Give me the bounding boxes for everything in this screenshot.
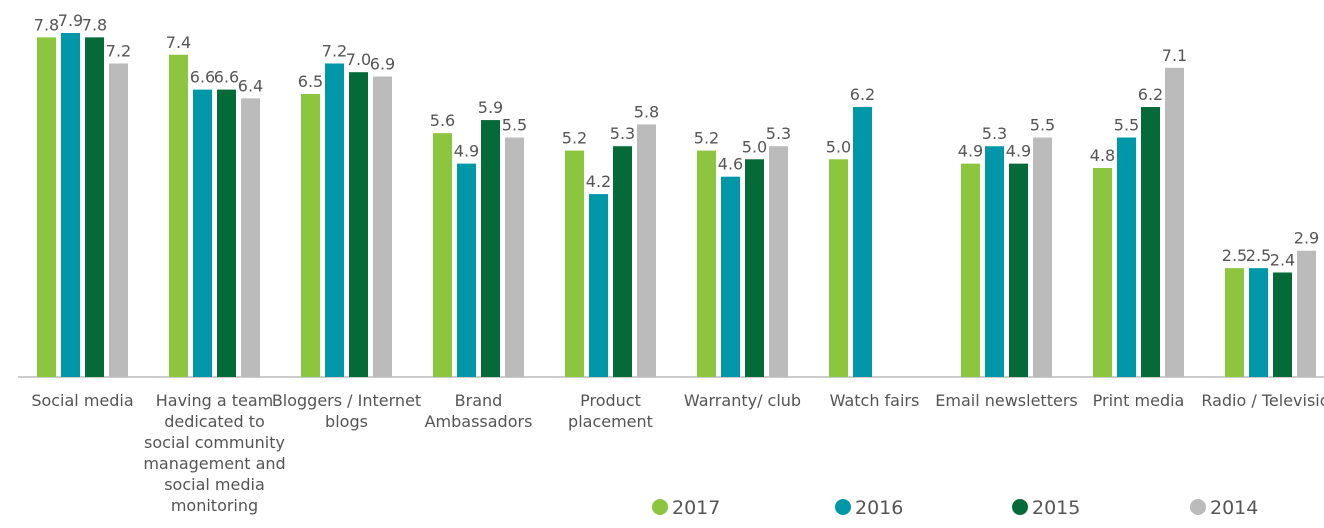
legend-marker (652, 499, 668, 515)
data-label: 4.9 (958, 142, 983, 161)
bar (589, 194, 608, 377)
data-label: 6.6 (214, 68, 239, 87)
x-tick-label: Having a team dedicated to social commun… (143, 391, 286, 515)
data-label: 2.9 (1294, 229, 1319, 248)
x-tick-label: Radio / Television (1201, 391, 1324, 410)
bar (985, 146, 1004, 377)
bar (769, 146, 788, 377)
bar (85, 37, 104, 377)
data-label: 5.5 (1030, 116, 1055, 135)
bar (169, 54, 188, 377)
bar (1117, 137, 1136, 377)
data-label: 7.9 (58, 11, 83, 30)
data-label: 6.2 (1138, 85, 1163, 104)
data-label: 5.6 (430, 111, 455, 130)
bar (241, 98, 260, 377)
data-label: 7.0 (346, 50, 371, 69)
bar (853, 107, 872, 377)
data-label: 6.6 (190, 68, 215, 87)
bar (637, 124, 656, 377)
data-label: 5.5 (1114, 116, 1139, 135)
bar (217, 89, 236, 377)
data-label: 7.1 (1162, 46, 1187, 65)
bar (961, 163, 980, 377)
x-tick-label: Warranty/ club (683, 391, 802, 410)
bar (745, 159, 764, 377)
bar (1225, 268, 1244, 377)
legend-label: 2017 (672, 497, 720, 519)
data-label: 6.5 (298, 72, 323, 91)
data-label: 5.2 (694, 129, 719, 148)
bar (1165, 67, 1184, 377)
data-label: 5.5 (502, 116, 527, 135)
x-tick-label: Watch fairs (829, 391, 920, 410)
legend-marker (1190, 499, 1206, 515)
bar (481, 120, 500, 377)
x-tick-label: Email newsletters (935, 391, 1078, 410)
data-label: 5.0 (826, 137, 851, 156)
bar (1009, 163, 1028, 377)
data-label: 5.3 (982, 124, 1007, 143)
x-tick-label: Product placement (568, 391, 653, 431)
bar (1093, 167, 1112, 377)
data-label: 5.9 (478, 98, 503, 117)
bar (457, 163, 476, 377)
legend-label: 2015 (1032, 497, 1080, 519)
legend-marker (835, 499, 851, 515)
data-label: 5.0 (742, 137, 767, 156)
bar (349, 72, 368, 377)
bar (325, 63, 344, 377)
data-label: 7.8 (82, 15, 107, 34)
x-tick-label: Brand Ambassadors (424, 391, 533, 431)
data-label: 7.4 (166, 33, 191, 52)
data-label: 4.2 (586, 172, 611, 191)
legend-marker (1012, 499, 1028, 515)
data-label: 2.5 (1246, 246, 1271, 265)
bar (373, 76, 392, 377)
bar (1249, 268, 1268, 377)
bar (109, 63, 128, 377)
bar (61, 33, 80, 377)
bar (565, 150, 584, 377)
data-label: 2.4 (1270, 250, 1295, 269)
legend-label: 2016 (855, 497, 903, 519)
data-label: 4.6 (718, 155, 743, 174)
bar (829, 159, 848, 377)
bar (1033, 137, 1052, 377)
data-label: 5.3 (610, 124, 635, 143)
x-tick-label: Social media (31, 391, 134, 410)
data-label: 6.9 (370, 55, 395, 74)
legend-label: 2014 (1210, 497, 1258, 519)
x-tick-label: Print media (1092, 391, 1185, 410)
bar (505, 137, 524, 377)
data-label: 7.2 (106, 41, 131, 60)
data-label: 5.2 (562, 129, 587, 148)
bar (1141, 107, 1160, 377)
data-label: 7.2 (322, 41, 347, 60)
data-label: 5.8 (634, 102, 659, 121)
bar (721, 176, 740, 377)
bar (1273, 272, 1292, 377)
data-label: 6.2 (850, 85, 875, 104)
bar (301, 93, 320, 377)
bar (433, 133, 452, 377)
x-tick-label: Bloggers / Internet blogs (271, 391, 422, 431)
data-label: 4.9 (454, 142, 479, 161)
bar (1297, 250, 1316, 377)
data-label: 2.5 (1222, 246, 1247, 265)
data-label: 6.4 (238, 76, 263, 95)
data-label: 7.8 (34, 15, 59, 34)
bar (193, 89, 212, 377)
bar (697, 150, 716, 377)
bar (37, 37, 56, 377)
bar (613, 146, 632, 377)
data-label: 4.8 (1090, 146, 1115, 165)
data-label: 5.3 (766, 124, 791, 143)
data-label: 4.9 (1006, 142, 1031, 161)
